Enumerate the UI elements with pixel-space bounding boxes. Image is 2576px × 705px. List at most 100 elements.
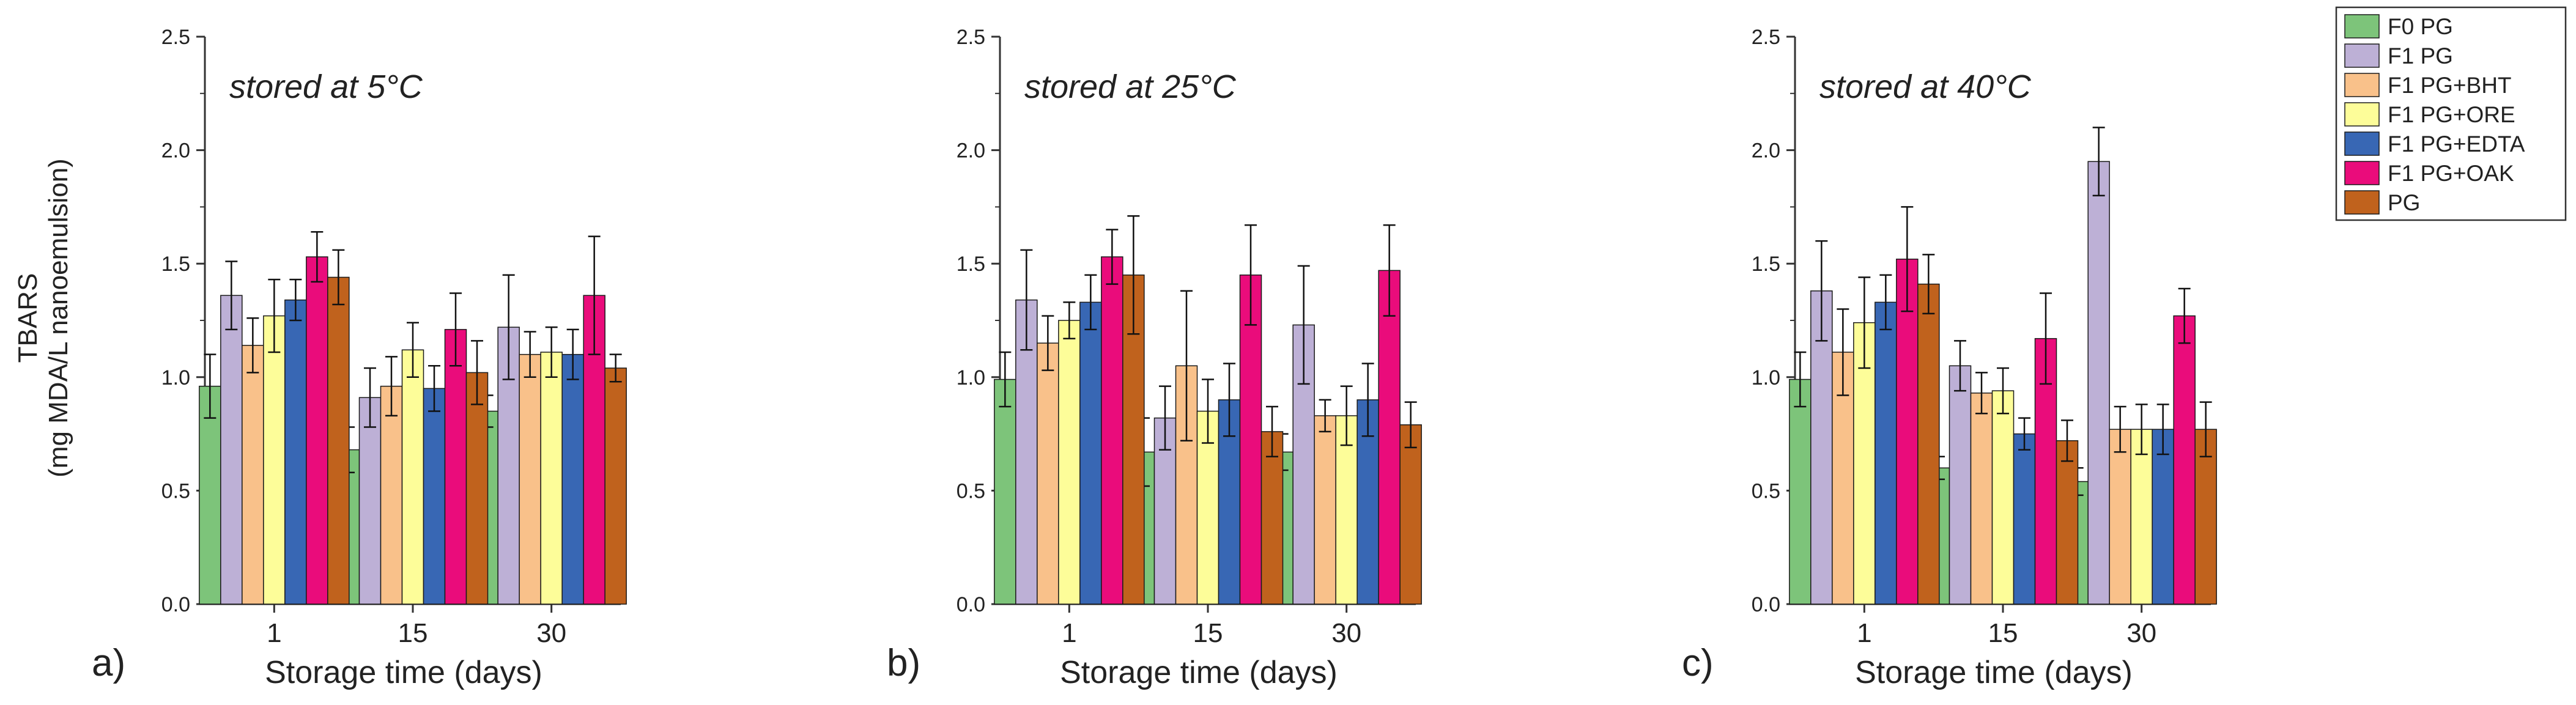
y-tick-label: 2.5 bbox=[161, 26, 190, 49]
bar-f1-pg-edta-day-30 bbox=[561, 353, 584, 605]
bar-f1-pg-bht-day-1 bbox=[1037, 342, 1059, 605]
bar-pg-day-15 bbox=[1260, 431, 1284, 605]
bar-f1-pg-edta-day-15 bbox=[423, 388, 446, 605]
x-axis-label: Storage time (days) bbox=[265, 655, 542, 690]
bar-f1-pg-bht-day-1 bbox=[242, 345, 264, 605]
bar-f1-pg-bht-day-30 bbox=[519, 353, 541, 605]
chart-panel-2: 0.0 0.5 1.0 1.5 2.0 2.5 1 15 30 stored at 25°C Sto… bbox=[887, 26, 1422, 690]
bar-f1-pg-edta-day-30 bbox=[2152, 429, 2174, 605]
bar-f1-pg-ore-day-30 bbox=[1335, 415, 1358, 605]
bar-f1-pg-day-15 bbox=[1949, 365, 1972, 605]
bar-f1-pg-edta-day-1 bbox=[1079, 301, 1102, 605]
bar-f1-pg-edta-day-15 bbox=[2013, 433, 2036, 605]
bar-f1-pg-edta-day-1 bbox=[284, 299, 307, 605]
chart-panels: 0.0 0.5 1.0 1.5 2.0 2.5 1 15 30 stored at 5°C Stor… bbox=[13, 26, 2217, 690]
y-tick-label: 1.0 bbox=[957, 366, 985, 389]
y-tick-label: 2.0 bbox=[957, 139, 985, 163]
bar-pg-day-15 bbox=[465, 372, 489, 605]
bar-f1-pg-oak-day-1 bbox=[1896, 259, 1919, 605]
legend-swatch bbox=[2344, 102, 2380, 127]
legend-swatch bbox=[2344, 161, 2380, 185]
x-tick-label: 30 bbox=[2126, 618, 2156, 648]
legend-entry: PG bbox=[2388, 190, 2420, 215]
y-tick-label: 0.5 bbox=[957, 479, 985, 503]
panel-annotation: stored at 5°C bbox=[229, 68, 423, 105]
y-tick-label: 2.5 bbox=[1752, 26, 1780, 49]
bar-f1-pg-day-15 bbox=[358, 397, 382, 605]
panel-annotation: stored at 25°C bbox=[1024, 68, 1237, 105]
bar-f1-pg-bht-day-15 bbox=[1970, 393, 1993, 605]
y-axis-label-line2: (mg MDA/L nanoemulsion) bbox=[43, 158, 73, 478]
bar-pg-day-30 bbox=[604, 367, 627, 605]
legend-entry: F0 PG bbox=[2388, 14, 2453, 39]
bar-f1-pg-ore-day-30 bbox=[2130, 429, 2153, 605]
bar-f1-pg-oak-day-1 bbox=[1101, 256, 1123, 605]
bar-f1-pg-ore-day-1 bbox=[263, 315, 286, 605]
bar-f1-pg-oak-day-30 bbox=[1378, 270, 1401, 605]
legend-entry: F1 PG+ORE bbox=[2388, 102, 2515, 127]
y-tick-label: 2.0 bbox=[1752, 139, 1780, 163]
legend-swatch bbox=[2344, 43, 2380, 68]
bar-f1-pg-oak-day-1 bbox=[306, 256, 328, 605]
bar-f0-pg-day-1 bbox=[1789, 378, 1812, 605]
x-axis-label: Storage time (days) bbox=[1060, 655, 1338, 690]
bar-f0-pg-day-1 bbox=[994, 378, 1016, 605]
bar-f1-pg-bht-day-15 bbox=[380, 385, 403, 605]
legend-entry: F1 PG+EDTA bbox=[2388, 131, 2525, 157]
legend-entry: F1 PG bbox=[2388, 43, 2453, 68]
y-tick-label: 1.5 bbox=[957, 253, 985, 276]
x-tick-label: 30 bbox=[1331, 618, 1361, 648]
y-tick-label: 0.0 bbox=[1752, 593, 1780, 616]
bar-f1-pg-edta-day-1 bbox=[1875, 301, 1897, 605]
y-tick-label: 2.0 bbox=[161, 139, 190, 163]
bar-f1-pg-bht-day-30 bbox=[2109, 429, 2131, 605]
y-tick-label: 2.5 bbox=[957, 26, 985, 49]
chart-panel-3: 0.0 0.5 1.0 1.5 2.0 2.5 1 15 30 stored at 40°C Sto… bbox=[1682, 26, 2217, 690]
y-tick-label: 1.0 bbox=[1752, 366, 1780, 389]
x-tick-label: 1 bbox=[1857, 618, 1871, 648]
y-tick-label: 0.0 bbox=[957, 593, 985, 616]
x-tick-label: 15 bbox=[398, 618, 428, 648]
panel-letter: b) bbox=[887, 642, 920, 684]
y-tick-label: 1.5 bbox=[161, 253, 190, 276]
legend: F0 PG F1 PG F1 PG+BHT F1 PG+ORE F1 PG+EDTA F1… bbox=[2335, 6, 2567, 221]
x-tick-label: 30 bbox=[536, 618, 566, 648]
bar-pg-day-1 bbox=[327, 276, 350, 605]
bar-f1-pg-oak-day-15 bbox=[444, 329, 467, 605]
x-tick-label: 15 bbox=[1988, 618, 2018, 648]
x-tick-label: 1 bbox=[267, 618, 281, 648]
y-tick-label: 0.5 bbox=[1752, 479, 1780, 503]
bar-pg-day-30 bbox=[1399, 424, 1422, 605]
y-tick-label: 0.5 bbox=[161, 479, 190, 503]
legend-swatch bbox=[2344, 14, 2380, 39]
bar-f1-pg-day-30 bbox=[2087, 161, 2110, 605]
bar-f1-pg-ore-day-1 bbox=[1058, 320, 1081, 605]
x-tick-label: 1 bbox=[1062, 618, 1076, 648]
legend-swatch bbox=[2344, 131, 2380, 156]
panel-letter: a) bbox=[92, 642, 125, 684]
panel-annotation: stored at 40°C bbox=[1819, 68, 2032, 105]
bar-f1-pg-oak-day-15 bbox=[1239, 275, 1262, 605]
x-tick-label: 15 bbox=[1193, 618, 1223, 648]
bar-f1-pg-ore-day-30 bbox=[540, 352, 563, 605]
legend-entry: F1 PG+OAK bbox=[2388, 161, 2514, 186]
bar-pg-day-1 bbox=[1917, 283, 1940, 605]
y-tick-label: 1.5 bbox=[1752, 253, 1780, 276]
bar-pg-day-15 bbox=[2056, 440, 2079, 605]
chart-panel-1: 0.0 0.5 1.0 1.5 2.0 2.5 1 15 30 stored at 5°C Stor… bbox=[92, 26, 627, 690]
bar-f1-pg-ore-day-1 bbox=[1853, 322, 1876, 605]
panel-letter: c) bbox=[1682, 642, 1714, 684]
bar-f1-pg-day-1 bbox=[220, 295, 243, 605]
bar-f1-pg-ore-day-15 bbox=[401, 349, 424, 605]
legend-swatch bbox=[2344, 190, 2380, 215]
y-tick-label: 1.0 bbox=[161, 366, 190, 389]
y-axis-label-line1: TBARS bbox=[13, 273, 43, 363]
x-axis-label: Storage time (days) bbox=[1855, 655, 2133, 690]
bar-f0-pg-day-1 bbox=[199, 385, 221, 605]
legend-entry: F1 PG+BHT bbox=[2388, 73, 2512, 98]
legend-swatch bbox=[2344, 73, 2380, 97]
bar-f1-pg-oak-day-30 bbox=[2173, 315, 2196, 605]
bar-f1-pg-ore-day-15 bbox=[1991, 390, 2015, 605]
y-axis-label: TBARS(mg MDA/L nanoemulsion) bbox=[13, 158, 73, 478]
